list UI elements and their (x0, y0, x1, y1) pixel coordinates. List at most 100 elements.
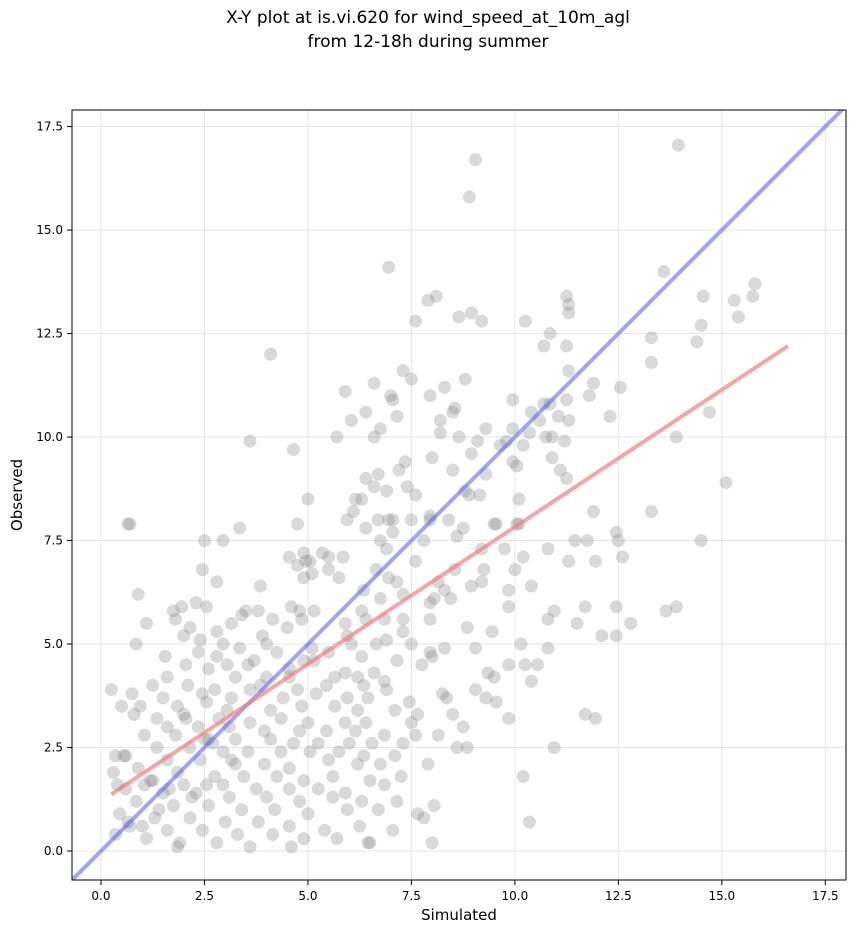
data-point (644, 331, 658, 345)
data-point (179, 658, 193, 672)
data-point (208, 683, 222, 697)
data-point (351, 757, 365, 771)
data-point (560, 471, 574, 485)
scatter-points (104, 138, 762, 854)
x-tick-label: 5.0 (298, 889, 317, 903)
data-point (191, 645, 205, 659)
data-point (702, 405, 716, 419)
data-point (177, 778, 191, 792)
data-point (460, 741, 474, 755)
data-point (537, 339, 551, 353)
data-point (357, 749, 371, 763)
data-point (562, 554, 576, 568)
data-point (357, 678, 371, 692)
data-point (477, 563, 491, 577)
data-point (644, 505, 658, 519)
data-point (220, 658, 234, 672)
data-point (129, 637, 143, 651)
data-point (380, 542, 394, 556)
data-point (423, 645, 437, 659)
data-point (361, 836, 375, 850)
data-point (568, 534, 582, 548)
data-point (417, 534, 431, 548)
data-point (195, 563, 209, 577)
data-point (363, 774, 377, 788)
data-point (210, 575, 224, 589)
data-point (448, 401, 462, 415)
data-point (179, 712, 193, 726)
data-point (479, 422, 493, 436)
data-point (295, 699, 309, 713)
data-point (127, 707, 141, 721)
data-point (609, 525, 623, 539)
data-point (216, 534, 230, 548)
data-point (311, 782, 325, 796)
data-point (367, 376, 381, 390)
data-point (297, 832, 311, 846)
data-point (320, 724, 334, 738)
data-point (253, 579, 267, 593)
data-point (518, 314, 532, 328)
data-point (731, 310, 745, 324)
data-point (160, 720, 174, 734)
data-point (195, 687, 209, 701)
y-tick-label: 10.0 (36, 430, 63, 444)
data-point (177, 629, 191, 643)
data-point (270, 770, 284, 784)
data-point (104, 683, 118, 697)
data-point (411, 707, 425, 721)
data-point (266, 827, 280, 841)
data-point (251, 604, 265, 618)
data-point (690, 335, 704, 349)
data-point (168, 728, 182, 742)
data-point (487, 517, 501, 531)
data-point (106, 765, 120, 779)
x-tick-label: 2.5 (195, 889, 214, 903)
data-point (332, 745, 346, 759)
data-point (152, 803, 166, 817)
data-point (185, 790, 199, 804)
data-point (353, 819, 367, 833)
data-point (438, 583, 452, 597)
data-point (171, 699, 185, 713)
data-point (293, 794, 307, 808)
data-point (386, 393, 400, 407)
data-point (266, 612, 280, 626)
data-point (115, 699, 129, 713)
data-point (233, 641, 247, 655)
data-point (589, 712, 603, 726)
data-point (301, 492, 315, 506)
data-point (228, 757, 242, 771)
data-point (611, 534, 625, 548)
data-point (200, 695, 214, 709)
data-point (171, 840, 185, 854)
fit-line (110, 344, 790, 796)
data-point (539, 430, 553, 444)
data-point (113, 807, 127, 821)
data-point (293, 604, 307, 618)
axis-ticks: 0.0 2.5 5.0 7.5 10.0 12.5 15.0 17.5 0.0 2.5 5.0 7.5… (36, 120, 838, 903)
x-tick-label: 0.0 (91, 889, 110, 903)
data-point (361, 691, 375, 705)
data-point (423, 389, 437, 403)
data-point (346, 505, 360, 519)
data-point (315, 546, 329, 560)
data-point (297, 774, 311, 788)
data-point (425, 836, 439, 850)
data-point (131, 761, 145, 775)
data-point (224, 753, 238, 767)
data-point (562, 364, 576, 378)
data-point (195, 823, 209, 837)
data-point (191, 720, 205, 734)
data-point (386, 513, 400, 527)
data-point (224, 616, 238, 630)
data-point (404, 372, 418, 386)
data-point (587, 376, 601, 390)
data-point (481, 666, 495, 680)
data-point (255, 629, 269, 643)
data-point (427, 798, 441, 812)
data-point (276, 691, 290, 705)
data-point (228, 670, 242, 684)
data-point (609, 600, 623, 614)
reference-lines (72, 110, 845, 880)
